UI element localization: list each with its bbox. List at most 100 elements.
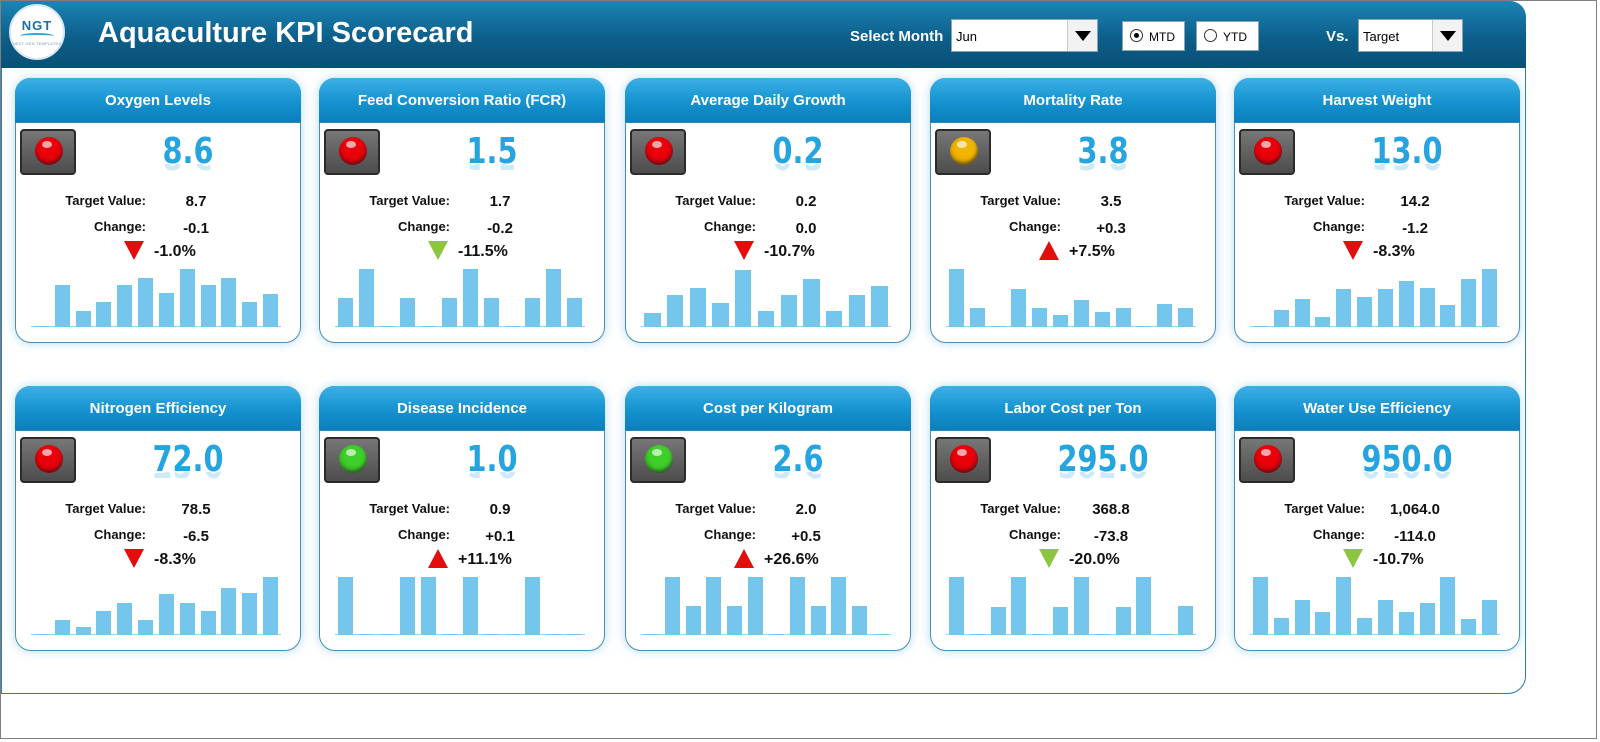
trend-down-arrow-icon xyxy=(734,241,754,260)
sparkline-baseline xyxy=(1250,634,1500,635)
kpi-value-reflection: 8.6 xyxy=(98,164,277,176)
comparison-dropdown[interactable]: Target xyxy=(1358,19,1463,52)
sparkline-bar xyxy=(1178,606,1194,635)
radio-mtd-dot[interactable] xyxy=(1130,29,1143,42)
page-title: Aquaculture KPI Scorecard xyxy=(98,17,474,49)
sparkline-bar xyxy=(138,277,154,327)
sparkline-bar xyxy=(33,326,49,327)
sparkline-bar xyxy=(768,634,784,635)
change-percent: +7.5% xyxy=(1069,243,1115,260)
company-logo: NGT NEXT GEN TEMPLATES xyxy=(9,4,65,60)
sparkline-baseline xyxy=(335,634,585,635)
status-light-icon xyxy=(630,437,686,483)
sparkline-chart xyxy=(31,263,281,331)
card-title: Feed Conversion Ratio (FCR) xyxy=(357,92,567,109)
sparkline-bar xyxy=(780,295,797,327)
change-percent: -10.7% xyxy=(1373,551,1424,568)
sparkline-bar xyxy=(1336,577,1352,635)
sparkline-bar xyxy=(158,293,174,327)
sparkline-bar xyxy=(1094,634,1110,635)
logo-swoosh-icon xyxy=(20,32,54,39)
sparkline-bar xyxy=(379,634,395,635)
logo-subtext: NEXT GEN TEMPLATES xyxy=(12,40,62,46)
radio-ytd-dot[interactable] xyxy=(1204,29,1217,42)
sparkline-bar xyxy=(1294,299,1310,327)
kpi-value: 295.0 xyxy=(1057,439,1149,480)
change-percent: -8.3% xyxy=(1373,243,1415,260)
sparkline-bar xyxy=(666,295,684,327)
sparkline-bar xyxy=(803,279,820,327)
chevron-down-icon[interactable] xyxy=(1432,20,1462,51)
status-bulb xyxy=(339,445,367,473)
status-bulb xyxy=(35,137,63,165)
sparkline-bar xyxy=(948,269,964,327)
sparkline-bar xyxy=(1440,304,1456,327)
status-light-icon xyxy=(935,129,991,175)
trend-down-arrow-icon xyxy=(124,549,144,568)
radio-ytd-label: YTD xyxy=(1223,30,1247,44)
target-value: 2.0 xyxy=(795,501,817,518)
sparkline-bar xyxy=(1315,317,1331,327)
sparkline-bar xyxy=(179,269,195,327)
sparkline-bar xyxy=(826,310,843,327)
radio-mtd[interactable]: MTD xyxy=(1122,21,1185,51)
kpi-value: 0.2 xyxy=(772,131,824,172)
change-percent: -20.0% xyxy=(1069,551,1120,568)
card-title: Cost per Kilogram xyxy=(702,400,834,417)
change-value: -6.5 xyxy=(183,528,209,545)
kpi-value-reflection: 13.0 xyxy=(1317,164,1496,176)
sparkline-bar xyxy=(337,577,353,635)
target-value: 0.9 xyxy=(489,501,511,518)
sparkline-bar xyxy=(567,298,583,327)
sparkline-bar xyxy=(1032,307,1048,327)
kpi-card: Labor Cost per Ton 295.0295.0 Target Value… xyxy=(930,386,1216,651)
change-label: Change: xyxy=(398,219,450,234)
kpi-value: 72.0 xyxy=(152,439,224,480)
sparkline-bar xyxy=(200,285,216,327)
kpi-value-reflection: 2.6 xyxy=(708,472,887,484)
change-label: Change: xyxy=(1313,527,1365,542)
status-light-icon xyxy=(630,129,686,175)
chevron-down-icon[interactable] xyxy=(1067,20,1097,51)
sparkline-bar xyxy=(567,634,583,635)
comparison-dropdown-value: Target xyxy=(1363,29,1400,44)
sparkline-bar xyxy=(158,594,174,635)
sparkline-bar xyxy=(263,577,279,635)
sparkline-bar xyxy=(483,634,499,635)
sparkline-bar xyxy=(1011,577,1027,635)
sparkline-bar xyxy=(96,302,112,327)
status-light-icon xyxy=(20,129,76,175)
target-label: Target Value: xyxy=(369,501,450,516)
month-dropdown[interactable]: Jun xyxy=(951,19,1098,52)
change-value: +0.5 xyxy=(791,528,821,545)
change-percent: -1.0% xyxy=(154,243,196,260)
sparkline-bar xyxy=(643,634,659,635)
change-percent: -10.7% xyxy=(764,243,815,260)
status-light-icon xyxy=(1239,129,1295,175)
sparkline-bar xyxy=(1357,617,1373,635)
change-percent: +11.1% xyxy=(458,551,512,568)
sparkline-chart xyxy=(641,571,891,639)
card-header: Cost per Kilogram xyxy=(625,386,911,431)
kpi-value-reflection: 72.0 xyxy=(98,472,277,484)
change-value: -73.8 xyxy=(1093,528,1129,545)
sparkline-bar xyxy=(1273,310,1289,327)
target-value: 8.7 xyxy=(185,193,207,210)
sparkline-bar xyxy=(242,593,258,635)
sparkline-bar xyxy=(1094,311,1110,327)
sparkline-bar xyxy=(33,634,49,635)
sparkline-bar xyxy=(54,619,70,635)
sparkline-chart xyxy=(31,571,281,639)
vs-label: Vs. xyxy=(1326,28,1349,45)
change-value: 0.0 xyxy=(795,220,817,237)
sparkline-bar xyxy=(358,269,374,327)
sparkline-bar xyxy=(1419,603,1435,635)
change-value: -1.2 xyxy=(1402,220,1428,237)
card-title: Water Use Efficiency xyxy=(1303,400,1451,417)
card-title: Labor Cost per Ton xyxy=(1004,400,1142,417)
kpi-value: 13.0 xyxy=(1371,131,1443,172)
sparkline-bar xyxy=(990,607,1006,635)
sparkline-baseline xyxy=(335,326,585,327)
radio-ytd[interactable]: YTD xyxy=(1196,21,1259,51)
